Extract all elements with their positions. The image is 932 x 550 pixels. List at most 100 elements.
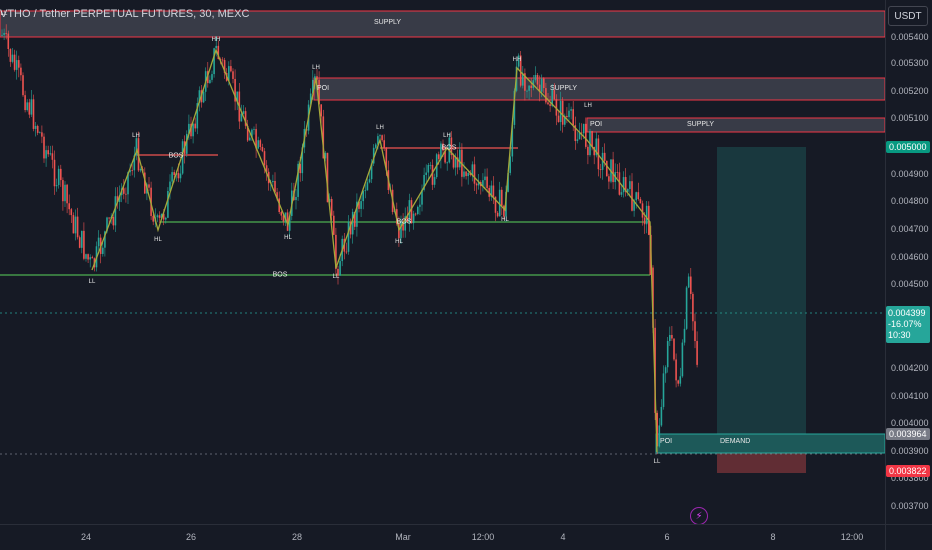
price-tick: 0.004700 <box>891 224 929 234</box>
candle-body <box>572 109 574 126</box>
candle-body <box>28 102 31 115</box>
candle-body <box>286 212 289 231</box>
candle-body <box>167 190 169 218</box>
candle-body <box>540 78 543 92</box>
current-price-badge[interactable]: 0.004399 -16.07% 10:30 <box>886 306 930 343</box>
candle-body <box>211 74 213 80</box>
candle-body <box>112 216 115 226</box>
demand-zone[interactable] <box>655 433 886 454</box>
price-axis[interactable]: 0.005400 0.005300 0.005200 0.005100 0.00… <box>885 0 932 524</box>
candle-body <box>375 144 377 148</box>
candle-body <box>423 174 425 190</box>
candle-body <box>173 172 175 176</box>
candle-body <box>425 172 427 175</box>
candle-body <box>410 200 413 224</box>
candle-body <box>232 71 234 79</box>
price-tick: 0.004600 <box>891 252 929 262</box>
time-tick: 12:00 <box>840 532 864 542</box>
candle-body <box>68 203 70 210</box>
price-chart-canvas[interactable] <box>0 0 886 524</box>
candle-body <box>358 201 360 209</box>
candle-body <box>3 33 5 35</box>
candle-body <box>330 199 333 216</box>
demand-label: DEMAND <box>720 438 751 445</box>
candle-body <box>91 257 94 259</box>
candle-body <box>299 163 301 174</box>
currency-button[interactable]: USDT <box>888 6 928 26</box>
candle-body <box>354 211 356 227</box>
candle-body <box>47 150 49 155</box>
candle-body <box>39 132 41 134</box>
label-ll-top: LL <box>0 11 8 17</box>
candle-body <box>228 66 230 81</box>
axis-corner[interactable] <box>885 524 932 550</box>
candle-body <box>692 293 694 322</box>
candle-body <box>440 143 442 159</box>
position-loss-area[interactable] <box>717 453 806 473</box>
candle-body <box>643 217 646 225</box>
candle-body <box>660 406 663 426</box>
candle-body <box>15 60 18 70</box>
market-structure-zigzag[interactable] <box>91 48 658 453</box>
candle-body <box>429 164 432 166</box>
position-profit-area[interactable] <box>717 147 806 434</box>
candle-body <box>326 152 329 203</box>
flash-icon[interactable]: ⚡ <box>690 507 708 525</box>
candle-body <box>658 425 661 447</box>
candle-body <box>381 135 383 141</box>
supply-zone-right[interactable] <box>586 117 886 133</box>
candle-body <box>379 135 381 137</box>
candle-body <box>412 213 415 224</box>
candle-body <box>194 123 196 129</box>
candle-body <box>261 146 264 152</box>
label-hl-1: HL <box>154 237 162 243</box>
target-price-badge[interactable]: 0.005000 <box>886 141 930 153</box>
candle-body <box>438 154 440 159</box>
candle-body <box>9 48 12 62</box>
candle-body <box>162 213 165 220</box>
candle-body <box>666 341 669 368</box>
candle-body <box>574 125 577 142</box>
price-tick: 0.004200 <box>891 363 929 373</box>
stop-price-badge[interactable]: 0.003822 <box>886 465 930 477</box>
candle-body <box>64 184 66 202</box>
candle-body <box>486 176 488 188</box>
candle-body <box>459 149 461 168</box>
candle-body <box>272 180 274 183</box>
supply-zone-mid[interactable] <box>313 77 886 101</box>
candle-body <box>687 276 690 288</box>
candle-body <box>456 157 459 168</box>
time-axis[interactable]: 24 26 28 Mar 12:00 4 6 8 12:00 <box>0 524 885 550</box>
time-tick: 26 <box>185 532 197 542</box>
candle-body <box>190 123 192 137</box>
bar-countdown: 10:30 <box>888 330 911 340</box>
candle-body <box>249 137 251 141</box>
candle-body <box>339 261 341 276</box>
chart-pane[interactable]: VTHO / Tether PERPETUAL FUTURES, 30, MEX… <box>0 0 886 525</box>
candle-body <box>690 276 692 294</box>
candle-body <box>582 123 585 134</box>
candle-body <box>280 212 283 216</box>
time-tick: 12:00 <box>471 532 495 542</box>
label-lh-5: LH <box>584 103 592 109</box>
candle-body <box>549 104 551 106</box>
price-tick: 0.005300 <box>891 58 929 68</box>
candle-body <box>364 190 367 192</box>
symbol-title[interactable]: VTHO / Tether PERPETUAL FUTURES, 30, MEX… <box>0 8 250 20</box>
candle-body <box>681 342 684 377</box>
candle-body <box>419 204 421 207</box>
price-tick: 0.003800 <box>891 473 929 483</box>
candle-body <box>288 215 291 231</box>
candle-body <box>526 90 528 92</box>
entry-price-badge[interactable]: 0.003964 <box>886 428 930 440</box>
candle-body <box>404 216 406 231</box>
candle-body <box>627 189 629 192</box>
candle-body <box>169 181 171 191</box>
candle-body <box>547 102 549 105</box>
candle-body <box>509 156 511 173</box>
candle-body <box>312 79 314 94</box>
candle-body <box>664 367 667 374</box>
candle-body <box>530 85 532 88</box>
candle-body <box>36 125 39 133</box>
candle-body <box>295 196 297 201</box>
